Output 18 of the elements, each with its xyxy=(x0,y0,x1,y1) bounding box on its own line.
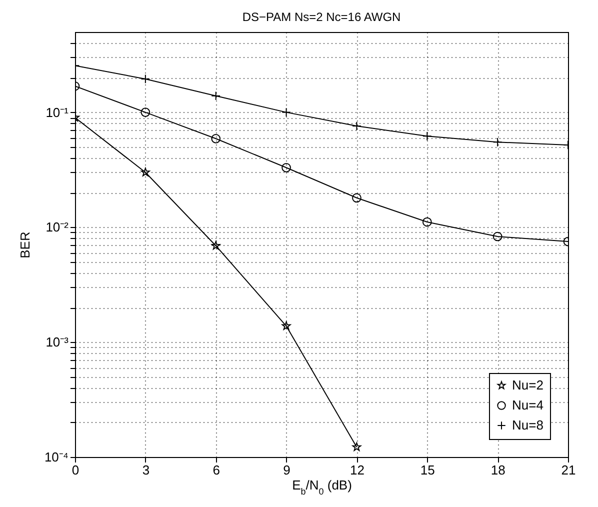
legend-label: Nu=4 xyxy=(512,398,544,412)
x-tick-label: 9 xyxy=(283,462,290,478)
y-tick-label: 10⁻³ xyxy=(46,334,70,350)
x-tick-label: 21 xyxy=(561,462,576,478)
y-tick-label: 10⁻¹ xyxy=(46,104,70,120)
y-tick-label: 10⁻² xyxy=(46,220,70,235)
x-tick-label: 18 xyxy=(490,462,506,478)
y-tick-label: 10⁻⁴ xyxy=(44,450,68,464)
legend-label: Nu=8 xyxy=(512,418,544,432)
x-tick-label: 0 xyxy=(72,462,80,478)
legend-label: Nu=2 xyxy=(512,378,544,392)
x-tick-label: 3 xyxy=(142,462,150,478)
y-axis-title: BER xyxy=(17,232,32,258)
x-tick-label: 6 xyxy=(212,462,220,478)
x-tick-label: 12 xyxy=(350,462,364,478)
x-axis-title: E$_{b}$/N$_{0}$ (dB) xyxy=(292,478,352,496)
x-tick-label: 15 xyxy=(420,462,435,478)
chart-title: DS−PAM Ns=2 Nc=16 AWGN xyxy=(242,10,401,24)
